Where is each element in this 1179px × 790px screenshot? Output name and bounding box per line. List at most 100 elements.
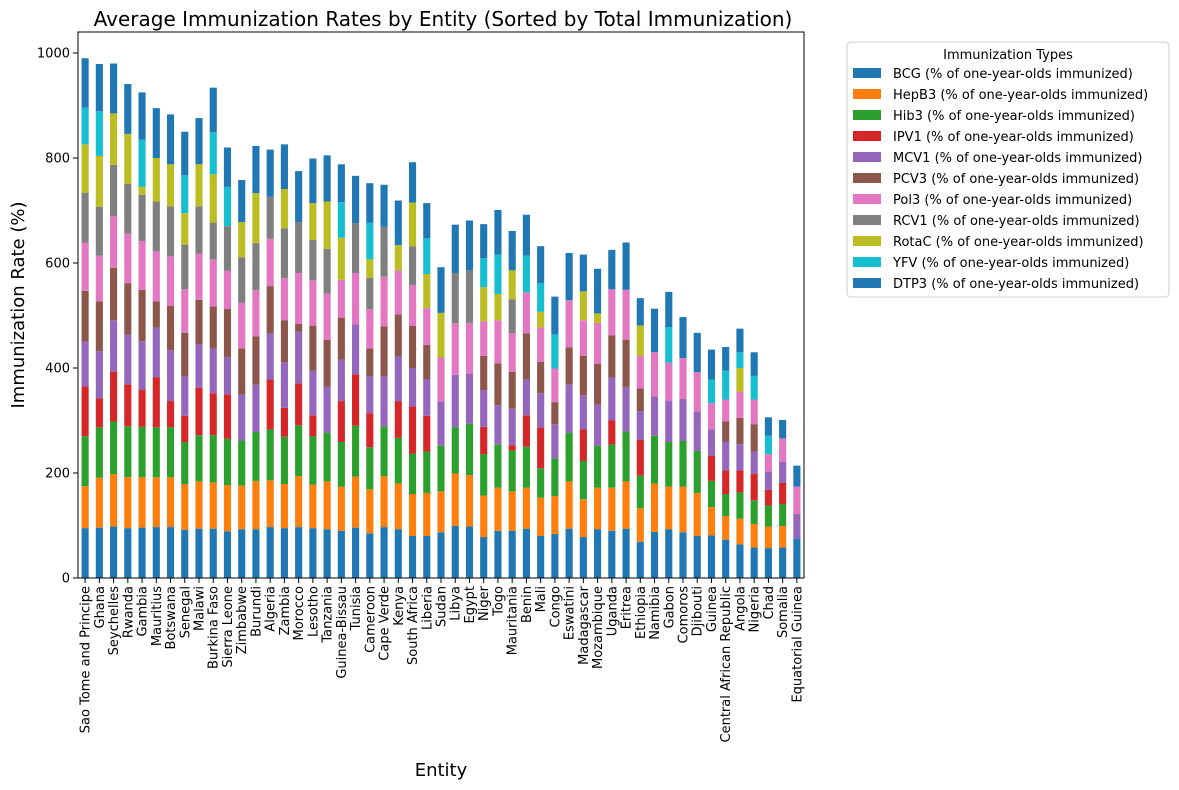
bar-segment (750, 375, 758, 400)
bar-segment (608, 530, 616, 578)
bar-segment (195, 435, 203, 482)
x-tick-label: Senegal (178, 586, 193, 638)
x-tick-label: Comoros (677, 586, 692, 644)
bar-segment (408, 536, 417, 578)
legend-swatch (853, 236, 881, 246)
bar-segment (636, 298, 644, 326)
bar-segment (323, 481, 331, 530)
bar-segment (195, 206, 203, 254)
bar-segment (366, 259, 374, 278)
bar-segment (223, 147, 232, 187)
bar-segment (480, 495, 488, 538)
bar-segment (166, 164, 175, 207)
bar-segment (679, 486, 687, 533)
bar-segment (579, 291, 587, 321)
bar-segment (423, 451, 431, 493)
bar-segment (223, 186, 232, 227)
bar-segment (124, 334, 132, 385)
bar-segment (423, 308, 431, 345)
bar-segment (223, 531, 232, 578)
bar-segment (352, 324, 360, 375)
bar-segment (494, 363, 502, 406)
bar-segment (309, 370, 317, 416)
x-tick-label: Seychelles (107, 586, 122, 656)
bar-segment (209, 174, 217, 223)
bar-segment (423, 415, 431, 452)
bar-segment (195, 387, 203, 436)
bar-segment (622, 431, 630, 482)
bar-segment (152, 327, 160, 378)
bar-segment (309, 326, 317, 371)
bar-segment (110, 526, 118, 578)
bar-segment (480, 321, 488, 356)
bar-segment (209, 87, 217, 133)
bar-segment (152, 201, 160, 252)
x-tick-label: Kenya (392, 586, 407, 626)
x-tick-label: Nigeria (748, 586, 763, 633)
legend-title: Immunization Types (943, 48, 1073, 63)
bar-segment (408, 406, 417, 454)
bar-segment (608, 377, 616, 421)
bar-segment (152, 251, 160, 302)
bar-segment (181, 415, 189, 443)
bar-segment (95, 155, 103, 207)
bar-segment (152, 427, 160, 478)
x-tick-label: Egypt (463, 586, 478, 624)
bar-segment (209, 435, 217, 483)
x-tick-label: Central African Republic (719, 586, 734, 742)
bar-segment (494, 530, 502, 578)
x-tick-label: Zambia (278, 586, 293, 635)
bar-segment (551, 496, 559, 534)
bar-segment (722, 347, 730, 371)
bar-segment (81, 144, 89, 193)
x-tick-label: Zimbabwe (235, 586, 250, 654)
bar-segment (622, 339, 630, 387)
bar-segment (152, 477, 160, 528)
bar-segment (522, 214, 530, 256)
bar-segment (81, 436, 89, 487)
bar-segment (480, 355, 488, 391)
legend-label: BCG (% of one-year-olds immunized) (893, 67, 1133, 82)
bar-segment (565, 347, 573, 385)
bar-segment (252, 243, 260, 291)
bar-segment (736, 391, 744, 418)
bar-segment (437, 357, 445, 402)
bar-segment (722, 470, 730, 495)
bar-segment (494, 293, 502, 321)
bar-segment (793, 486, 801, 514)
bar-segment (366, 222, 374, 260)
bar-segment (722, 441, 730, 471)
legend-label: Hib3 (% of one-year-olds immunized) (893, 109, 1135, 124)
x-tick-label: Mauritius (150, 586, 165, 646)
bar-segment (352, 272, 360, 325)
bar-segment (309, 528, 317, 579)
bar-segment (223, 356, 232, 395)
bar-segment (423, 379, 431, 416)
bar-segment (266, 527, 274, 578)
bar-segment (238, 257, 246, 303)
bar-segment (138, 139, 146, 187)
bar-segment (252, 529, 260, 578)
bar-segment (280, 320, 288, 363)
x-tick-label: Angola (733, 586, 748, 631)
bar-segment (81, 528, 89, 579)
bar-segment (238, 302, 246, 349)
x-tick-label: Mauritania (506, 586, 521, 655)
bar-segment (508, 230, 516, 271)
bar-segment (323, 339, 331, 387)
bar-segment (722, 370, 730, 400)
bar-segment (736, 518, 744, 545)
bar-segment (779, 438, 787, 462)
bar-segment (551, 368, 559, 403)
bar-segment (280, 362, 288, 408)
bar-segment (366, 376, 374, 414)
bar-segment (764, 548, 772, 578)
bar-segment (380, 184, 388, 227)
bar-segment (266, 238, 274, 287)
bar-segment (352, 175, 360, 224)
bar-segment (138, 186, 146, 195)
bar-segment (81, 486, 89, 529)
bar-segment (537, 361, 545, 394)
x-tick-label: Eswatini (563, 586, 578, 640)
